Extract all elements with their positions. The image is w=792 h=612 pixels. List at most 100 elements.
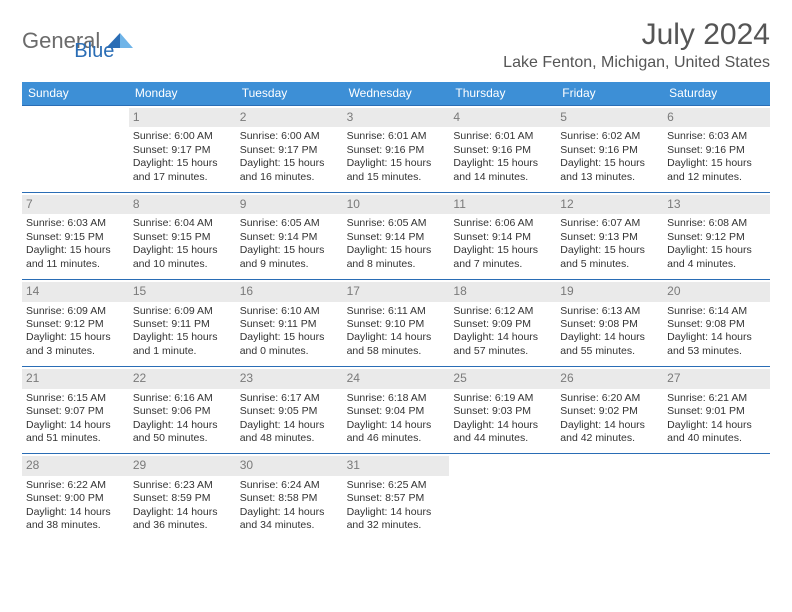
day-info-line: Daylight: 15 hours — [26, 331, 125, 344]
date-number: 18 — [449, 282, 556, 301]
day-info-line: Sunset: 9:16 PM — [347, 144, 446, 157]
day-info-line: and 42 minutes. — [560, 432, 659, 445]
week-row: 7Sunrise: 6:03 AMSunset: 9:15 PMDaylight… — [22, 192, 770, 279]
day-info-line: and 12 minutes. — [667, 171, 766, 184]
day-info-line: Sunrise: 6:19 AM — [453, 392, 552, 405]
date-number: 25 — [449, 369, 556, 388]
day-info-line: Daylight: 14 hours — [560, 419, 659, 432]
date-number: 13 — [663, 195, 770, 214]
day-info-line: Sunrise: 6:15 AM — [26, 392, 125, 405]
day-info-line: Daylight: 15 hours — [240, 331, 339, 344]
day-info-line: and 13 minutes. — [560, 171, 659, 184]
day-info-line: Daylight: 15 hours — [133, 331, 232, 344]
day-cell: 22Sunrise: 6:16 AMSunset: 9:06 PMDayligh… — [129, 367, 236, 453]
day-info-line: Sunset: 9:00 PM — [26, 492, 125, 505]
day-info-line: Sunset: 9:17 PM — [133, 144, 232, 157]
day-info-line: Daylight: 14 hours — [133, 506, 232, 519]
day-info-line: Daylight: 15 hours — [347, 157, 446, 170]
day-info-line: Daylight: 14 hours — [347, 506, 446, 519]
day-cell: 1Sunrise: 6:00 AMSunset: 9:17 PMDaylight… — [129, 106, 236, 192]
day-info-line: and 34 minutes. — [240, 519, 339, 532]
day-info-line: Daylight: 15 hours — [453, 157, 552, 170]
week-row: 21Sunrise: 6:15 AMSunset: 9:07 PMDayligh… — [22, 366, 770, 453]
day-info-line: Daylight: 14 hours — [240, 506, 339, 519]
date-number: 29 — [129, 456, 236, 475]
day-cell: 28Sunrise: 6:22 AMSunset: 9:00 PMDayligh… — [22, 454, 129, 540]
day-info-line: Sunset: 9:16 PM — [560, 144, 659, 157]
week-row: 14Sunrise: 6:09 AMSunset: 9:12 PMDayligh… — [22, 279, 770, 366]
day-info-line: Daylight: 14 hours — [453, 419, 552, 432]
date-number: 28 — [22, 456, 129, 475]
day-info-line: and 50 minutes. — [133, 432, 232, 445]
day-cell: 10Sunrise: 6:05 AMSunset: 9:14 PMDayligh… — [343, 193, 450, 279]
day-info-line: Sunset: 9:09 PM — [453, 318, 552, 331]
day-info-line: and 46 minutes. — [347, 432, 446, 445]
day-info-line: Daylight: 15 hours — [240, 244, 339, 257]
day-info-line: and 7 minutes. — [453, 258, 552, 271]
day-info-line: Sunset: 9:07 PM — [26, 405, 125, 418]
day-info-line: Sunrise: 6:05 AM — [240, 217, 339, 230]
day-info-line: and 48 minutes. — [240, 432, 339, 445]
day-info-line: Sunset: 9:17 PM — [240, 144, 339, 157]
day-info-line: Sunset: 9:08 PM — [667, 318, 766, 331]
day-info-line: Daylight: 14 hours — [667, 419, 766, 432]
day-cell: 6Sunrise: 6:03 AMSunset: 9:16 PMDaylight… — [663, 106, 770, 192]
week-row: 1Sunrise: 6:00 AMSunset: 9:17 PMDaylight… — [22, 105, 770, 192]
day-info-line: and 14 minutes. — [453, 171, 552, 184]
day-info-line: and 38 minutes. — [26, 519, 125, 532]
weekday-header: Saturday — [663, 82, 770, 105]
day-info-line: Sunrise: 6:00 AM — [240, 130, 339, 143]
day-info-line: Sunset: 9:04 PM — [347, 405, 446, 418]
day-info-line: and 4 minutes. — [667, 258, 766, 271]
date-number: 17 — [343, 282, 450, 301]
day-cell: 29Sunrise: 6:23 AMSunset: 8:59 PMDayligh… — [129, 454, 236, 540]
day-info-line: and 16 minutes. — [240, 171, 339, 184]
day-info-line: Sunset: 9:14 PM — [240, 231, 339, 244]
day-info-line: Daylight: 15 hours — [453, 244, 552, 257]
logo: General Blue — [22, 18, 114, 63]
weekday-header: Wednesday — [343, 82, 450, 105]
day-info-line: Sunrise: 6:08 AM — [667, 217, 766, 230]
day-info-line: Sunset: 9:16 PM — [453, 144, 552, 157]
day-info-line: and 40 minutes. — [667, 432, 766, 445]
day-info-line: Sunset: 8:57 PM — [347, 492, 446, 505]
weekday-header: Thursday — [449, 82, 556, 105]
day-info-line: Daylight: 15 hours — [667, 244, 766, 257]
date-number: 27 — [663, 369, 770, 388]
day-info-line: and 36 minutes. — [133, 519, 232, 532]
date-number: 3 — [343, 108, 450, 127]
day-info-line: Sunset: 9:15 PM — [133, 231, 232, 244]
date-number: 4 — [449, 108, 556, 127]
day-info-line: Sunset: 9:14 PM — [453, 231, 552, 244]
day-info-line: Sunrise: 6:01 AM — [347, 130, 446, 143]
day-info-line: Sunrise: 6:16 AM — [133, 392, 232, 405]
day-cell: 18Sunrise: 6:12 AMSunset: 9:09 PMDayligh… — [449, 280, 556, 366]
day-info-line: Daylight: 14 hours — [26, 419, 125, 432]
day-info-line: Daylight: 14 hours — [26, 506, 125, 519]
day-info-line: Sunset: 9:16 PM — [667, 144, 766, 157]
day-cell: 30Sunrise: 6:24 AMSunset: 8:58 PMDayligh… — [236, 454, 343, 540]
month-title: July 2024 — [503, 18, 770, 52]
day-info-line: and 32 minutes. — [347, 519, 446, 532]
day-info-line: Sunset: 9:12 PM — [667, 231, 766, 244]
day-info-line: Sunrise: 6:09 AM — [26, 305, 125, 318]
day-info-line: Sunrise: 6:05 AM — [347, 217, 446, 230]
day-info-line: and 57 minutes. — [453, 345, 552, 358]
day-info-line: Daylight: 15 hours — [240, 157, 339, 170]
day-info-line: and 11 minutes. — [26, 258, 125, 271]
day-info-line: Sunrise: 6:06 AM — [453, 217, 552, 230]
day-info-line: Daylight: 14 hours — [240, 419, 339, 432]
day-cell — [449, 454, 556, 540]
date-number: 14 — [22, 282, 129, 301]
day-info-line: Sunset: 9:15 PM — [26, 231, 125, 244]
day-cell: 15Sunrise: 6:09 AMSunset: 9:11 PMDayligh… — [129, 280, 236, 366]
day-info-line: Sunset: 9:11 PM — [133, 318, 232, 331]
date-number: 16 — [236, 282, 343, 301]
day-info-line: Sunrise: 6:11 AM — [347, 305, 446, 318]
day-info-line: and 8 minutes. — [347, 258, 446, 271]
day-cell — [22, 106, 129, 192]
day-cell: 5Sunrise: 6:02 AMSunset: 9:16 PMDaylight… — [556, 106, 663, 192]
date-number: 21 — [22, 369, 129, 388]
day-info-line: Sunrise: 6:13 AM — [560, 305, 659, 318]
day-info-line: Sunset: 9:06 PM — [133, 405, 232, 418]
